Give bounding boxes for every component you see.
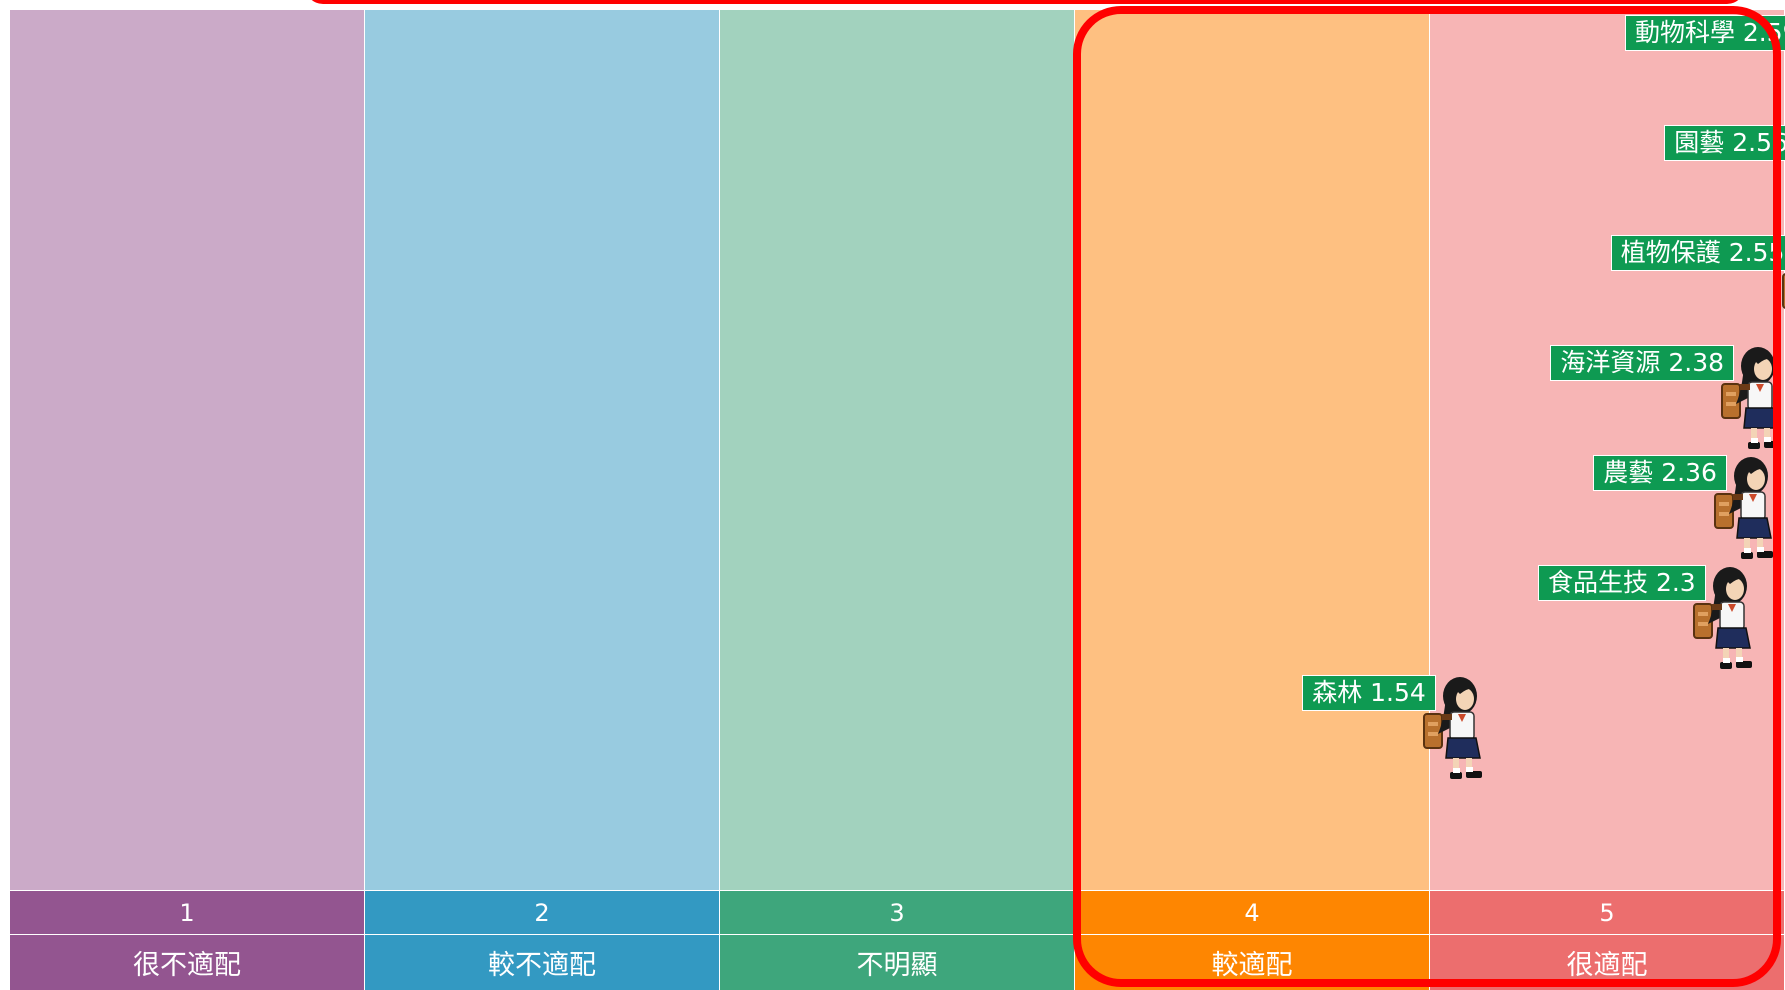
- category-number-4: 4: [1075, 891, 1430, 934]
- student-girl-icon: [1718, 344, 1785, 458]
- category-number-3: 3: [720, 891, 1075, 934]
- data-label: 森林 1.54: [1302, 675, 1436, 711]
- student-girl-icon: [1779, 234, 1785, 348]
- category-band-2: [365, 10, 720, 890]
- data-label: 海洋資源 2.38: [1550, 345, 1735, 381]
- category-number-1: 1: [10, 891, 365, 934]
- header-separator: [10, 934, 1785, 935]
- data-label: 植物保護 2.55: [1610, 235, 1785, 271]
- category-band-4: [1075, 10, 1430, 890]
- category-number-5: 5: [1430, 891, 1785, 934]
- top-highlight-outline: [305, 0, 1745, 4]
- category-label-4: 較適配: [1075, 935, 1430, 990]
- category-label-2: 較不適配: [365, 935, 720, 990]
- header-separator: [10, 890, 1785, 891]
- data-label: 動物科學 2.59: [1624, 15, 1785, 51]
- category-label-5: 很適配: [1430, 935, 1785, 990]
- category-label-1: 很不適配: [10, 935, 365, 990]
- category-label-3: 不明顯: [720, 935, 1075, 990]
- category-band-1: [10, 10, 365, 890]
- category-number-2: 2: [365, 891, 720, 934]
- data-label: 農藝 2.36: [1593, 455, 1727, 491]
- student-girl-icon: [1711, 454, 1781, 568]
- data-label: 食品生技 2.3: [1538, 565, 1706, 601]
- student-girl-icon: [1420, 674, 1490, 788]
- student-girl-icon: [1690, 564, 1760, 678]
- data-label: 園藝 2.56: [1664, 125, 1785, 161]
- category-band-3: [720, 10, 1075, 890]
